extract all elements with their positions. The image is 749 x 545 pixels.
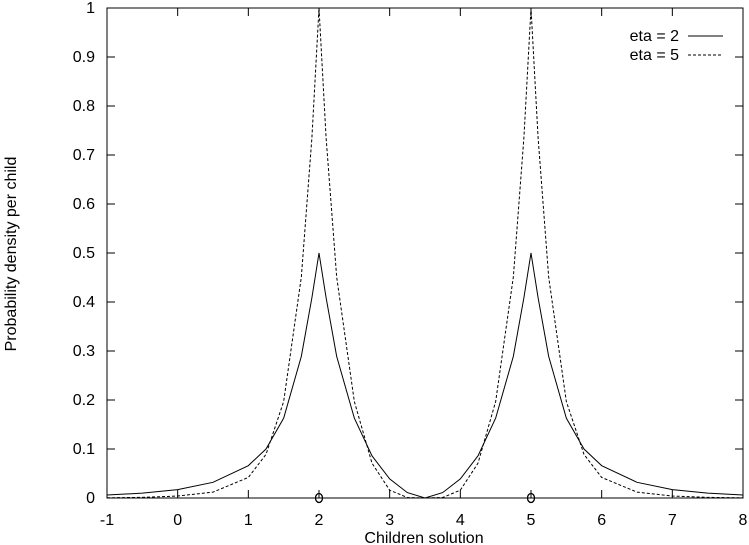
x-tick-label: 0	[173, 512, 182, 529]
y-axis-ticks: 0 0.1 0.2 0.3 0.4 0.5 0.6 0.7 0.8 0.9 1	[73, 0, 743, 507]
y-tick-label: 0	[86, 490, 95, 507]
y-axis-label: Probability density per child	[3, 157, 20, 352]
y-tick-label: 0.7	[73, 147, 95, 164]
legend-item-eta-2: eta = 2	[630, 28, 723, 45]
legend-label-eta-2: eta = 2	[630, 28, 679, 45]
x-tick-label: 1	[244, 512, 253, 529]
x-tick-label: 8	[739, 512, 748, 529]
x-axis-label: Children solution	[364, 530, 483, 545]
plot-border	[106, 7, 744, 499]
series-line-eta-2	[106, 252, 744, 499]
y-tick-label: 0.3	[73, 343, 95, 360]
y-tick-label: 0.1	[73, 441, 95, 458]
legend-item-eta-5: eta = 5	[630, 47, 723, 64]
y-tick-label: 0.4	[73, 294, 95, 311]
y-tick-label: 0.2	[73, 392, 95, 409]
legend: eta = 2 eta = 5	[630, 28, 723, 64]
series-line-eta-5	[106, 7, 744, 499]
x-tick-label: 3	[385, 512, 394, 529]
y-tick-label: 0.8	[73, 98, 95, 115]
x-axis-ticks: -1 0 1 2 3 4 5 6 7 8	[100, 8, 748, 529]
x-tick-label: 4	[456, 512, 465, 529]
x-tick-label: 6	[597, 512, 606, 529]
y-tick-label: 0.5	[73, 245, 95, 262]
x-tick-label: 5	[527, 512, 536, 529]
plot-frame	[106, 7, 744, 499]
parent-markers	[314, 492, 536, 504]
x-tick-label: 7	[668, 512, 677, 529]
y-tick-label: 1	[86, 0, 95, 17]
series-layer	[106, 7, 744, 499]
y-tick-label: 0.6	[73, 196, 95, 213]
x-tick-label: 2	[315, 512, 324, 529]
legend-label-eta-5: eta = 5	[630, 47, 679, 64]
parent-marker-point	[526, 492, 536, 504]
x-tick-label: -1	[100, 512, 114, 529]
y-tick-label: 0.9	[73, 49, 95, 66]
parent-marker-point	[314, 492, 324, 504]
